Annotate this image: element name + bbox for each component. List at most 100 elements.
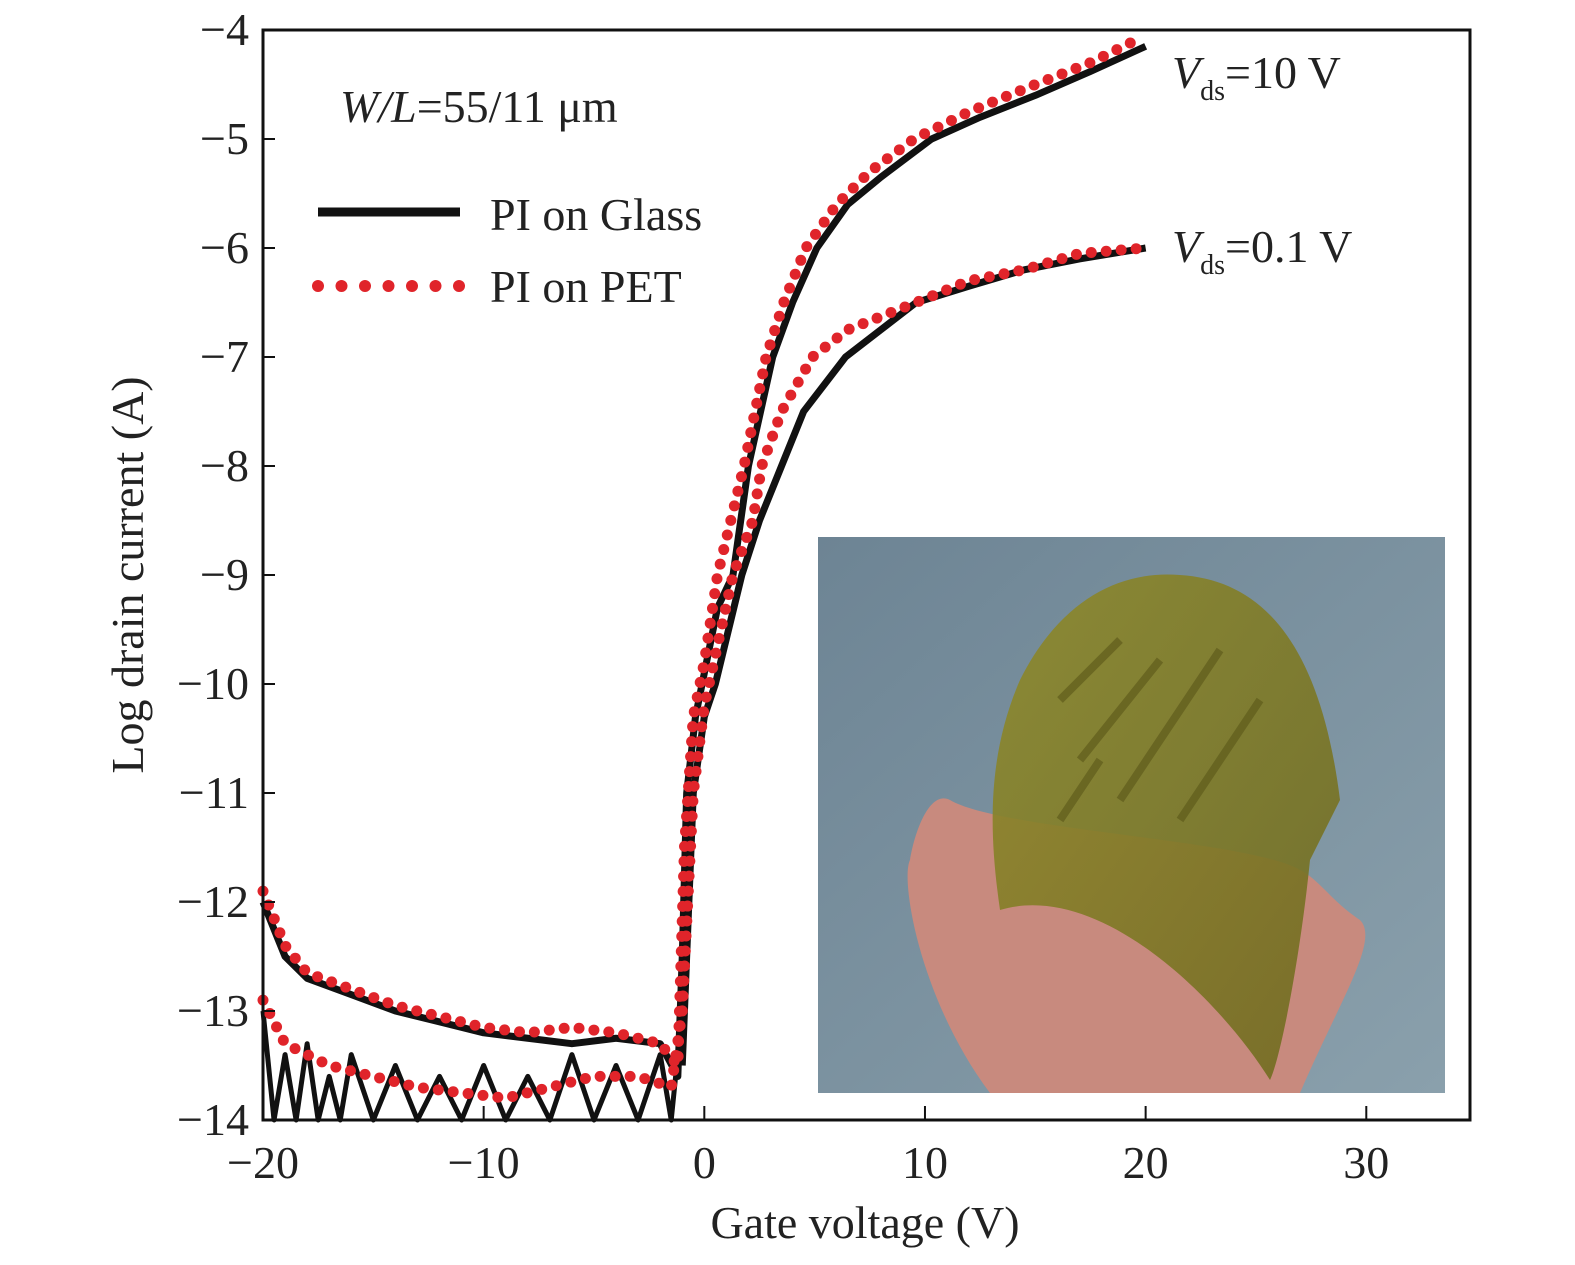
series-point-3 <box>573 1022 585 1034</box>
series-point-3 <box>280 941 292 953</box>
legend-swatch-pet <box>312 280 465 292</box>
y-tick-label: −7 <box>200 331 249 382</box>
x-tick-label: −10 <box>448 1137 520 1188</box>
series-point-3 <box>760 353 772 365</box>
series-point-3 <box>700 647 712 659</box>
series-point-3 <box>754 383 766 395</box>
series-point-3 <box>268 913 280 925</box>
series-point-4 <box>1070 248 1082 260</box>
series-point-4 <box>871 312 883 324</box>
series-point-4 <box>579 1073 591 1085</box>
series-point-3 <box>905 135 917 147</box>
series-point-3 <box>694 676 706 688</box>
series-point-3 <box>987 96 999 108</box>
series-point-4 <box>682 885 694 897</box>
x-tick-label: 30 <box>1343 1137 1389 1188</box>
series-point-3 <box>1084 57 1096 69</box>
series-point-4 <box>807 350 819 362</box>
series-point-3 <box>745 427 757 439</box>
series-point-4 <box>703 676 715 688</box>
series-point-3 <box>711 573 723 585</box>
series-point-4 <box>344 1065 356 1077</box>
series-point-4 <box>686 810 698 822</box>
series-point-4 <box>754 473 766 485</box>
series-point-4 <box>1085 246 1097 258</box>
series-point-3 <box>945 114 957 126</box>
series-point-3 <box>881 153 893 165</box>
series-point-4 <box>941 284 953 296</box>
series-point-3 <box>1014 85 1026 97</box>
legend: PI on Glass PI on PET <box>312 189 702 312</box>
series-point-4 <box>681 915 693 927</box>
series-point-3 <box>809 228 821 240</box>
series-point-3 <box>411 1005 423 1017</box>
series-point-4 <box>277 1034 289 1046</box>
series-point-3 <box>801 241 813 253</box>
legend-label-pet: PI on PET <box>490 261 682 312</box>
series-point-3 <box>932 121 944 133</box>
series-point-3 <box>603 1026 615 1038</box>
series-point-3 <box>778 296 790 308</box>
series-point-4 <box>676 1005 688 1017</box>
series-point-4 <box>264 1007 276 1019</box>
series-point-4 <box>550 1080 562 1092</box>
x-axis-label: Gate voltage (V) <box>710 1197 1019 1248</box>
y-tick-label: −5 <box>200 113 249 164</box>
series-point-3 <box>764 339 776 351</box>
series-point-4 <box>374 1072 386 1084</box>
series-point-3 <box>274 927 286 939</box>
series-point-3 <box>725 514 737 526</box>
series-point-3 <box>425 1008 437 1020</box>
series-point-3 <box>588 1024 600 1036</box>
series-point-3 <box>691 691 703 703</box>
series-point-4 <box>998 268 1010 280</box>
series-point-4 <box>857 318 869 330</box>
series-point-4 <box>609 1070 621 1082</box>
series-point-3 <box>973 102 985 114</box>
series-point-4 <box>761 444 773 456</box>
series-point-4 <box>677 990 689 1002</box>
series-point-3 <box>869 162 881 174</box>
series-point-4 <box>710 647 722 659</box>
series-point-4 <box>698 706 710 718</box>
series-line-2 <box>260 1010 681 1123</box>
legend-dot <box>382 280 395 292</box>
series-point-3 <box>858 171 870 183</box>
series-point-3 <box>827 204 839 216</box>
series-point-4 <box>680 930 692 942</box>
series-point-3 <box>618 1029 630 1041</box>
series-point-4 <box>688 780 700 792</box>
y-tick-label: −6 <box>200 222 249 273</box>
series-point-4 <box>696 721 708 733</box>
plot-area <box>257 37 1148 1123</box>
series-point-3 <box>299 964 311 976</box>
series-point-3 <box>732 485 744 497</box>
series-point-3 <box>893 144 905 156</box>
series-point-3 <box>959 108 971 120</box>
series-point-4 <box>1042 257 1054 269</box>
series-point-4 <box>800 363 812 375</box>
series-point-3 <box>704 617 716 629</box>
series-point-3 <box>706 602 718 614</box>
series-point-4 <box>736 546 748 558</box>
series-point-4 <box>417 1082 429 1094</box>
series-point-4 <box>536 1083 548 1095</box>
y-tick-label: −12 <box>177 876 249 927</box>
series-point-4 <box>723 589 735 601</box>
series-point-4 <box>716 618 728 630</box>
series-point-4 <box>751 488 763 500</box>
series-point-4 <box>927 290 939 302</box>
series-point-4 <box>749 503 761 515</box>
series-point-3 <box>718 544 730 556</box>
series-point-4 <box>713 632 725 644</box>
series-point-4 <box>521 1087 533 1099</box>
series-point-3 <box>1097 50 1109 62</box>
series-point-4 <box>746 517 758 529</box>
series-point-3 <box>709 588 721 600</box>
series-point-4 <box>684 855 696 867</box>
series-point-3 <box>751 397 763 409</box>
series-point-4 <box>653 1077 665 1089</box>
series-point-3 <box>632 1032 644 1044</box>
series-point-3 <box>728 500 740 512</box>
